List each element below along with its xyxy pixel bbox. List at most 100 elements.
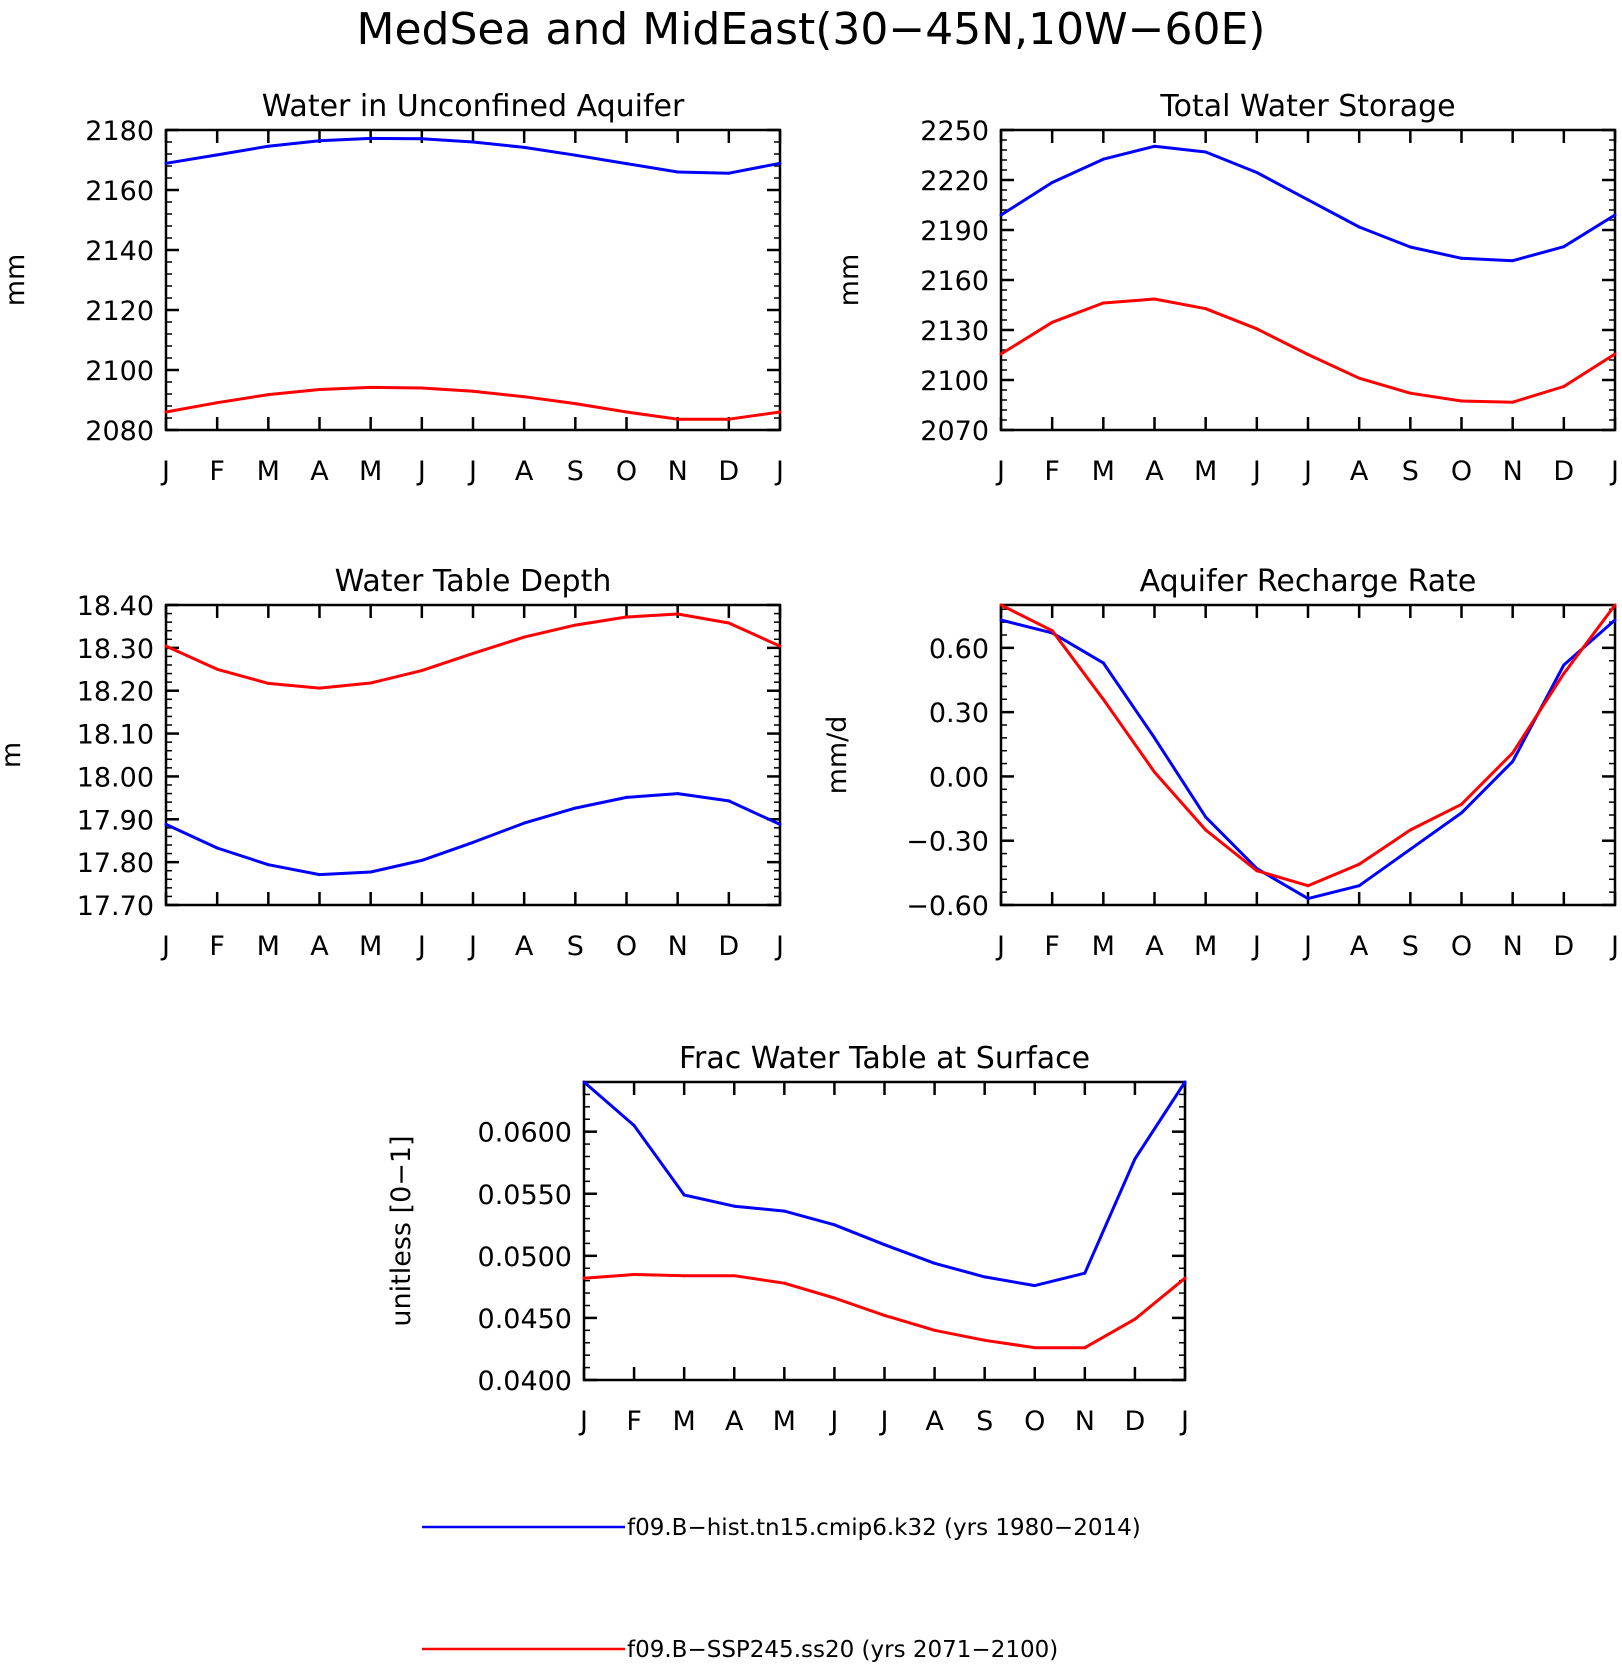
panel-title: Total Water Storage	[1159, 89, 1455, 124]
y-tick-label: 17.80	[77, 848, 154, 879]
y-tick-label: 0.0450	[478, 1304, 572, 1335]
data-point-ssp	[1050, 320, 1054, 324]
data-point-ssp	[1033, 1346, 1037, 1350]
data-point-ssp	[778, 410, 782, 414]
data-point-hist	[420, 137, 424, 141]
x-tick-label: F	[626, 1406, 642, 1437]
y-axis-label: mm/d	[822, 716, 853, 795]
data-point-ssp	[625, 615, 628, 619]
data-point-ssp	[1255, 869, 1259, 873]
x-tick-label: J	[1251, 931, 1261, 962]
data-point-ssp	[471, 651, 475, 655]
y-tick-label: 17.70	[77, 891, 154, 922]
x-tick-label: O	[616, 456, 637, 487]
data-point-ssp	[1613, 352, 1617, 356]
data-point-hist	[1408, 245, 1412, 249]
y-tick-label: 2130	[920, 316, 989, 347]
y-tick-label: 2100	[85, 356, 154, 387]
data-point-hist	[632, 1123, 636, 1127]
data-point-hist	[625, 162, 628, 166]
x-tick-label: M	[1194, 456, 1217, 487]
data-point-ssp	[1255, 327, 1259, 331]
x-tick-label: F	[1044, 456, 1060, 487]
data-point-hist	[420, 858, 424, 862]
x-tick-label: J	[160, 456, 170, 487]
y-tick-label: 2190	[920, 216, 989, 247]
y-tick-label: 18.10	[77, 720, 154, 751]
data-point-ssp	[1183, 1276, 1187, 1280]
y-tick-label: 0.60	[929, 634, 989, 665]
data-point-ssp	[1083, 1346, 1087, 1350]
data-point-ssp	[522, 395, 526, 399]
data-point-ssp	[215, 667, 219, 671]
y-tick-label: 0.0550	[478, 1180, 572, 1211]
data-point-hist	[933, 1261, 937, 1265]
data-point-hist	[522, 821, 526, 825]
panel-title: Water Table Depth	[335, 564, 612, 599]
y-tick-label: −0.60	[906, 891, 989, 922]
data-point-hist	[1357, 225, 1361, 229]
x-tick-label: N	[1503, 931, 1523, 962]
y-tick-label: 18.00	[77, 762, 154, 793]
x-tick-label: A	[1145, 931, 1164, 962]
data-point-ssp	[164, 410, 168, 414]
x-tick-label: M	[673, 1406, 696, 1437]
y-tick-label: 0.30	[929, 698, 989, 729]
y-tick-label: 17.90	[77, 805, 154, 836]
data-point-hist	[778, 822, 782, 826]
data-point-ssp	[727, 621, 731, 625]
data-point-hist	[573, 806, 577, 810]
data-point-hist	[782, 1209, 786, 1213]
x-tick-label: D	[1553, 931, 1574, 962]
data-point-hist	[1033, 1284, 1037, 1288]
data-point-ssp	[1204, 828, 1208, 832]
x-tick-label: M	[1194, 931, 1217, 962]
y-axis-label: unitless [0−1]	[386, 1135, 417, 1326]
y-tick-label: 2180	[85, 116, 154, 147]
x-tick-label: J	[828, 1406, 838, 1437]
data-point-ssp	[420, 386, 424, 390]
data-point-ssp	[625, 410, 628, 414]
data-point-hist	[1050, 181, 1054, 184]
series-line-hist	[583, 1080, 1187, 1288]
y-tick-label: −0.30	[906, 827, 989, 858]
data-point-hist	[573, 153, 577, 157]
data-point-ssp	[1050, 629, 1054, 633]
data-point-ssp	[582, 1276, 586, 1280]
data-point-ssp	[1408, 391, 1412, 395]
panel-title: Aquifer Recharge Rate	[1140, 564, 1477, 599]
data-point-hist	[522, 145, 526, 149]
y-tick-label: 2140	[85, 236, 154, 267]
x-tick-label: S	[1402, 456, 1419, 487]
data-point-hist	[676, 792, 680, 796]
plot-frame	[999, 128, 1617, 432]
data-point-hist	[1101, 661, 1105, 665]
data-point-ssp	[676, 612, 680, 616]
data-point-ssp	[1306, 353, 1310, 356]
data-point-hist	[682, 1193, 686, 1197]
data-point-hist	[1562, 245, 1566, 249]
chart-panel-3: Aquifer Recharge Rate mm/d −0.60 −0.30 0.00 0…	[822, 564, 1619, 962]
legend-label-hist: f09.B−hist.tn15.cmip6.k32 (yrs 1980−2014…	[627, 1515, 1141, 1541]
data-point-ssp	[883, 1313, 886, 1317]
chart-panels: Water in Unconfined Aquifer mm 2080 2100 212…	[0, 89, 1619, 1437]
data-point-hist	[778, 161, 782, 165]
data-point-hist	[676, 170, 680, 174]
x-tick-label: J	[578, 1406, 588, 1437]
x-tick-label: N	[668, 456, 688, 487]
x-tick-label: J	[160, 931, 170, 962]
x-tick-label: S	[976, 1406, 993, 1437]
data-point-ssp	[1101, 697, 1105, 701]
y-tick-label: 2220	[920, 166, 989, 197]
chart-panel-2: Water Table Depth m 17.70 17.80 17.90 18.00 18…	[0, 564, 784, 962]
x-tick-label: A	[515, 456, 534, 487]
y-axis-label: mm	[0, 254, 31, 307]
data-point-ssp	[1357, 862, 1361, 866]
y-tick-label: 0.0400	[478, 1366, 572, 1397]
data-point-ssp	[1613, 603, 1617, 607]
data-point-ssp	[1204, 307, 1208, 311]
data-point-hist	[1133, 1157, 1137, 1161]
data-point-hist	[1408, 847, 1412, 851]
x-tick-label: A	[725, 1406, 744, 1437]
